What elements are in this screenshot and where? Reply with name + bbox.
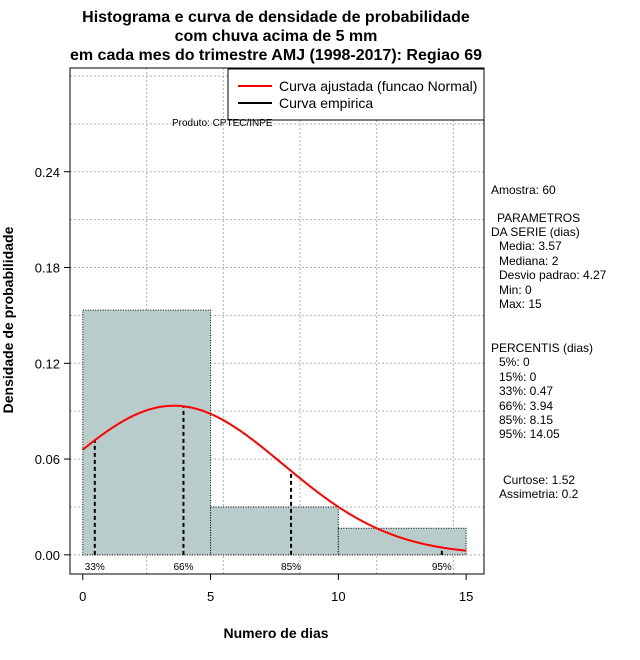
stat-p66: 66%: 3.94 [499, 399, 553, 413]
stat-media: Media: 3.57 [499, 239, 562, 253]
x-tick-label-3: 15 [459, 589, 473, 604]
histogram-bars [82, 309, 467, 556]
stat-min: Min: 0 [499, 283, 532, 297]
x-axis-label: Numero de dias [223, 625, 328, 641]
grid [69, 68, 484, 574]
histogram-bar-outline-0 [82, 309, 212, 556]
percentile-label-0: 33% [85, 562, 105, 573]
y-axis-label: Densidade de probabilidade [0, 226, 16, 413]
chart-title-line-3: em cada mes do trimestre AMJ (1998-2017)… [70, 47, 482, 64]
stat-mediana: Mediana: 2 [499, 254, 559, 268]
stat-params-header-2: DA SERIE (dias) [491, 225, 580, 239]
percentile-label-3: 95% [432, 562, 452, 573]
stat-desvio: Desvio padrao: 4.27 [499, 268, 607, 282]
legend-label-normal: Curva ajustada (funcao Normal) [279, 78, 477, 94]
stat-sample: Amostra: 60 [491, 183, 556, 197]
histogram-bar-outline-2 [337, 527, 467, 556]
stat-p5: 5%: 0 [499, 355, 530, 369]
percentile-label-2: 85% [281, 562, 301, 573]
percentile-lines: 33% 66% 85% 95% [85, 406, 452, 573]
stat-p15: 15%: 0 [499, 370, 537, 384]
product-credit: Produto: CPTEC/INPE [172, 118, 273, 129]
stats-panel: Amostra: 60 PARAMETROS DA SERIE (dias) M… [491, 183, 607, 501]
x-tick-label-2: 10 [331, 589, 345, 604]
y-tick-label-4: 0.24 [35, 165, 60, 180]
histogram-bar-0 [82, 310, 211, 555]
legend: Curva ajustada (funcao Normal) Curva emp… [227, 68, 485, 121]
x-tick-label-1: 5 [207, 589, 214, 604]
y-tick-label-3: 0.18 [35, 261, 60, 276]
stat-p33: 33%: 0.47 [499, 384, 553, 398]
plot-frame [69, 67, 485, 575]
stat-p95: 95%: 14.05 [499, 427, 560, 441]
density-curve [82, 404, 467, 552]
y-tick-label-0: 0.00 [35, 548, 60, 563]
chart-title-line-1: Histograma e curva de densidade de proba… [82, 9, 470, 26]
normal-curve-line [82, 404, 467, 552]
stat-p85: 85%: 8.15 [499, 413, 553, 427]
histogram-bar-2 [338, 528, 467, 555]
histogram-bar-1 [210, 506, 339, 555]
stat-assimetria: Assimetria: 0.2 [499, 487, 579, 501]
stat-curtose: Curtose: 1.52 [503, 473, 575, 487]
axes: 0 5 10 15 0.00 0.06 0.12 0.18 0.24 [35, 67, 485, 604]
y-tick-label-2: 0.12 [35, 356, 60, 371]
stat-max: Max: 15 [499, 297, 542, 311]
x-tick-label-0: 0 [79, 589, 86, 604]
stat-params-header-1: PARAMETROS [497, 211, 580, 225]
legend-box [227, 68, 485, 121]
percentile-label-1: 66% [173, 562, 193, 573]
chart-title-line-2: com chuva acima de 5 mm [175, 28, 378, 45]
legend-label-empirical: Curva empirica [279, 95, 373, 111]
y-tick-label-1: 0.06 [35, 452, 60, 467]
stat-pct-header: PERCENTIS (dias) [491, 341, 593, 355]
